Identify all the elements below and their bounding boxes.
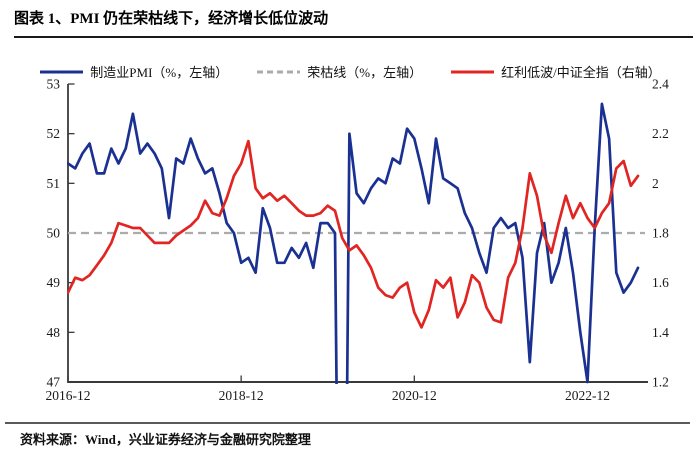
figure-title: 图表 1、PMI 仍在荣枯线下，经济增长低位波动 bbox=[14, 11, 329, 27]
x-axis-tick-label: 2022-12 bbox=[565, 388, 610, 403]
x-axis-tick-label: 2020-12 bbox=[392, 388, 437, 403]
right-axis-tick-label: 2.4 bbox=[652, 79, 669, 92]
pmi-legend-line-icon bbox=[40, 70, 84, 73]
left-axis-tick-label: 50 bbox=[47, 226, 61, 241]
left-axis-tick-label: 48 bbox=[47, 325, 61, 340]
right-axis-tick-label: 2.2 bbox=[652, 126, 669, 141]
left-axis-tick-label: 52 bbox=[47, 126, 61, 141]
legend-label-ratio: 红利低波/中证全指（右轴） bbox=[501, 65, 661, 80]
series-layer bbox=[67, 102, 645, 384]
axis-labels-layer: 53 52 51 50 49 48 47 2.4 2.2 2 1.8 1.6 1.4 1.2 2016-12… bbox=[46, 79, 670, 403]
left-axis-tick-label: 49 bbox=[47, 275, 61, 290]
right-axis-tick-label: 1.8 bbox=[652, 226, 669, 241]
legend-label-threshold: 荣枯线（%，左轴） bbox=[307, 65, 423, 80]
ratio-legend-line-icon bbox=[451, 70, 495, 73]
source-text: 资料来源：Wind，兴业证券经济与金融研究院整理 bbox=[20, 432, 311, 447]
pmi-line bbox=[67, 102, 640, 384]
legend-item-ratio: 红利低波/中证全指（右轴） bbox=[450, 62, 661, 81]
right-axis-tick-label: 1.2 bbox=[652, 375, 669, 390]
threshold-legend-dash-icon bbox=[257, 70, 301, 73]
left-axis-tick-label: 53 bbox=[47, 79, 61, 92]
right-axis-tick-label: 1.4 bbox=[652, 325, 669, 340]
source-rule bbox=[5, 422, 690, 424]
legend-label-pmi: 制造业PMI（%，左轴） bbox=[90, 65, 229, 80]
right-axis-tick-label: 2 bbox=[652, 176, 659, 191]
right-axis-tick-label: 1.6 bbox=[652, 275, 669, 290]
x-axis-tick-label: 2018-12 bbox=[219, 388, 264, 403]
chart-legend: 制造业PMI（%，左轴） 荣枯线（%，左轴） 红利低波/中证全指（右轴） bbox=[0, 62, 700, 81]
legend-item-pmi: 制造业PMI（%，左轴） bbox=[39, 62, 228, 81]
x-axis-tick-label: 2016-12 bbox=[46, 388, 91, 403]
pmi-ratio-chart: 53 52 51 50 49 48 47 2.4 2.2 2 1.8 1.6 1.4 1.2 2016-12… bbox=[46, 79, 670, 403]
title-rule bbox=[14, 36, 693, 38]
ratio-line bbox=[67, 139, 640, 329]
left-axis-tick-label: 51 bbox=[47, 176, 61, 191]
legend-item-threshold: 荣枯线（%，左轴） bbox=[256, 62, 422, 81]
left-axis-tick-label: 47 bbox=[47, 375, 61, 390]
